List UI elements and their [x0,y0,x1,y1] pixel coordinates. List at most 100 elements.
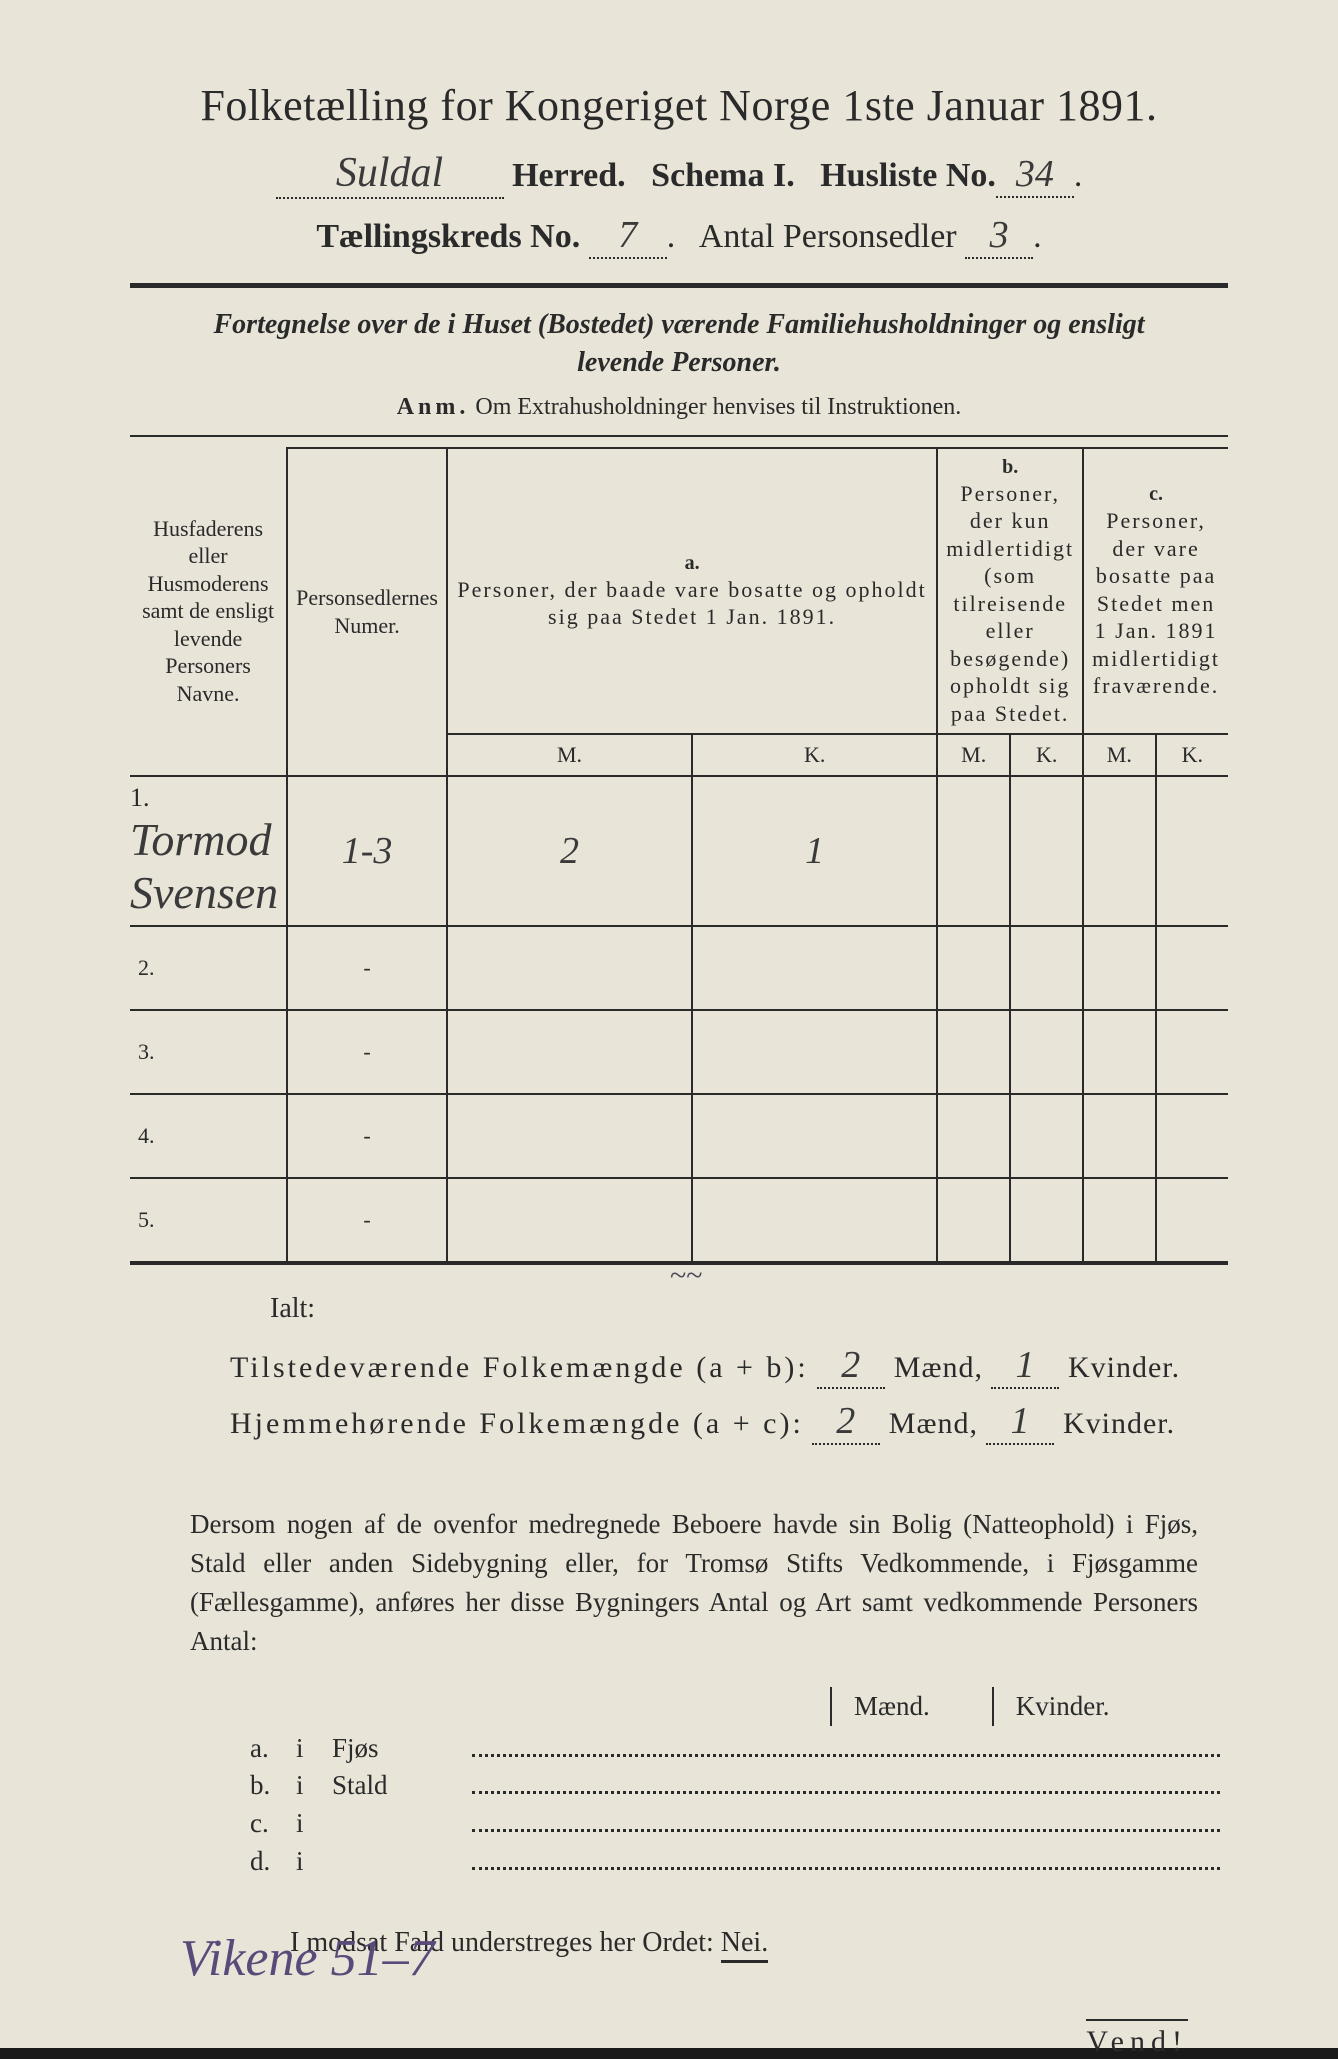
building-row-c: c. i [250,1807,1228,1839]
c [1010,1094,1083,1178]
col-c-label: c. [1092,482,1220,507]
c [937,1010,1010,1094]
subtitle: Fortegnelse over de i Huset (Bostedet) v… [190,306,1168,382]
brow-b-name: Stald [332,1770,472,1801]
brow-b-i: i [296,1770,332,1801]
page-title: Folketælling for Kongeriget Norge 1ste J… [130,80,1228,131]
brow-a-lbl: a. [250,1733,296,1764]
col-a-text: Personer, der baade vare bosatte og opho… [456,576,928,631]
c [937,1094,1010,1178]
c [1156,926,1228,1010]
col-a-header: a. Personer, der baade vare bosatte og o… [447,448,937,735]
brow-c-lbl: c. [250,1808,296,1839]
row1-name-cell: 1. Tormod Svensen [130,776,287,926]
c [1010,1178,1083,1263]
c [692,1094,937,1178]
b-k: K. [1010,734,1083,776]
building-row-a: a. i Fjøs [250,1732,1228,1764]
summary-line-2: Hjemmehørende Folkemængde (a + c): 2 Mæn… [230,1399,1228,1445]
bottom-handwriting: Vikene 51–7 [180,1929,435,1988]
anm-label: Anm. [397,394,470,420]
c [937,1178,1010,1263]
herred-value: Suldal [336,149,443,197]
table-row: 4. - [130,1094,1228,1178]
census-form-page: Folketælling for Kongeriget Norge 1ste J… [0,0,1338,2048]
row1-bk [1010,776,1083,926]
col-b-label: b. [946,455,1074,480]
herred-label: Herred. [512,157,626,194]
c [692,1178,937,1263]
col-b-text: Personer, der kun midlertidigt (som tilr… [946,480,1074,728]
row5-num: 5. [130,1178,287,1263]
c [1083,1094,1155,1178]
row2-num: 2. [130,926,287,1010]
row3-num: 3. [130,1010,287,1094]
sum1-label: Tilstedeværende Folkemængde (a + b): [230,1351,809,1384]
row4-num: 4. [130,1094,287,1178]
maend-col-label: Mænd. [830,1687,952,1726]
main-table-wrap: Husfaderens eller Husmoderens samt de en… [130,447,1228,1265]
anm-text: Om Extrahusholdninger henvises til Instr… [475,394,961,420]
brow-b-lbl: b. [250,1770,296,1801]
husliste-value: 34 [1016,153,1054,195]
sum1-k: 1 [1015,1344,1035,1386]
sum2-k: 1 [1010,1400,1030,1442]
dots [472,1732,1220,1757]
summary-line-1: Tilstedeværende Folkemængde (a + b): 2 M… [230,1343,1228,1389]
brow-d-lbl: d. [250,1846,296,1877]
main-table: Husfaderens eller Husmoderens samt de en… [130,447,1228,1265]
maend-label-2: Mænd, [889,1407,978,1440]
c [1083,1010,1155,1094]
paragraph: Dersom nogen af de ovenfor medregnede Be… [190,1505,1198,1662]
kreds-label: Tællingskreds No. [316,218,580,255]
sum1-m: 2 [841,1344,861,1386]
c-k: K. [1156,734,1228,776]
ialt-label: Ialt: [270,1293,1228,1325]
row3-sedler: - [287,1010,447,1094]
sum2-label: Hjemmehørende Folkemængde (a + c): [230,1407,804,1440]
anm-line: Anm. Om Extrahusholdninger henvises til … [130,394,1228,421]
row1-am: 2 [447,776,692,926]
row1-ak: 1 [692,776,937,926]
thin-rule-1 [130,435,1228,437]
c [937,926,1010,1010]
row2-sedler: - [287,926,447,1010]
col1-text: Husfaderens eller Husmoderens samt de en… [142,516,274,706]
antal-value: 3 [990,214,1009,256]
husliste-label: Husliste No. [820,157,996,194]
col-c-header: c. Personer, der vare bosatte paa Stedet… [1083,448,1228,735]
c [1083,1178,1155,1263]
sum2-m: 2 [836,1400,856,1442]
a-m: M. [447,734,692,776]
c-m: M. [1083,734,1155,776]
c [1010,1010,1083,1094]
c [447,1094,692,1178]
row1-ck [1156,776,1228,926]
c [447,1178,692,1263]
c [692,1010,937,1094]
a-k: K. [692,734,937,776]
col-b-header: b. Personer, der kun midlertidigt (som t… [937,448,1083,735]
mk-header: Mænd. Kvinder. [830,1687,1228,1726]
row1-cm [1083,776,1155,926]
kvinder-label-2: Kvinder. [1063,1407,1175,1440]
dots [472,1845,1220,1870]
dots [472,1770,1220,1795]
b-m: M. [937,734,1010,776]
divider-rule [130,283,1228,288]
nei-word: Nei. [721,1927,768,1963]
table-row: 5. - [130,1178,1228,1263]
col-a-label: a. [456,551,928,576]
table-row: 2. - [130,926,1228,1010]
antal-label: Antal Personsedler [699,218,957,255]
brow-a-name: Fjøs [332,1733,472,1764]
table-row: 3. - [130,1010,1228,1094]
c [1010,926,1083,1010]
kreds-value: 7 [618,214,637,256]
table-row: 1. Tormod Svensen 1-3 2 1 [130,776,1228,926]
row1-bm [937,776,1010,926]
row4-sedler: - [287,1094,447,1178]
row1-num: 1. [130,783,150,812]
c [692,926,937,1010]
c [447,926,692,1010]
